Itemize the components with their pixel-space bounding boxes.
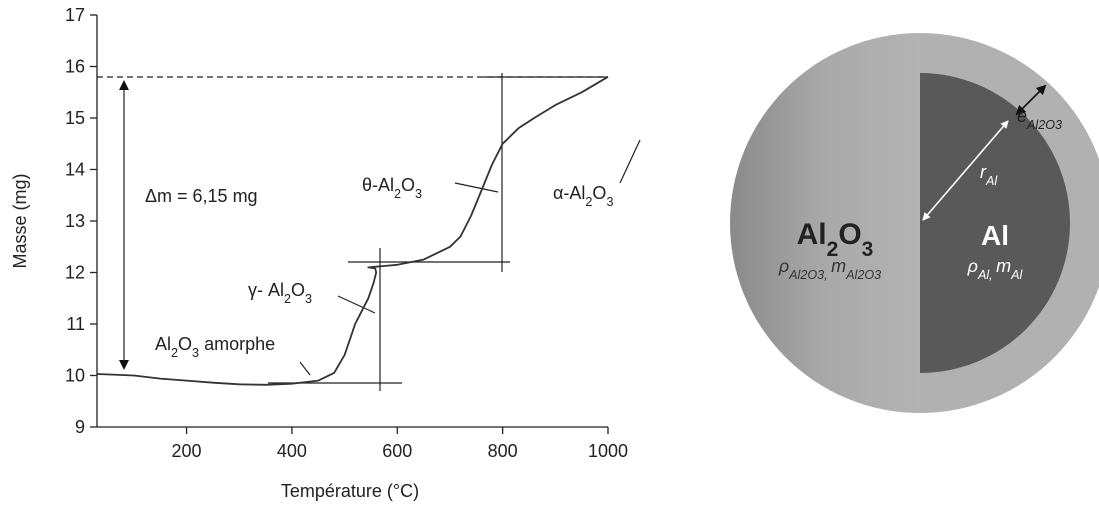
radius-arrow — [922, 120, 1009, 221]
text-part: Al — [797, 218, 827, 251]
y-tick-label: 11 — [66, 314, 85, 334]
thickness-arrow — [1015, 84, 1047, 116]
text-part: O — [401, 175, 415, 195]
text-part: O — [592, 183, 606, 203]
subscript: 2 — [585, 195, 592, 209]
text-part: O — [178, 334, 192, 354]
y-tick-label: 17 — [65, 5, 85, 25]
subscript: 3 — [606, 195, 613, 209]
subscript: 3 — [862, 238, 874, 261]
delta-m-label: Δm = 6,15 mg — [145, 186, 258, 206]
x-axis-title: Température (°C) — [281, 481, 419, 501]
shell-properties: ρAl2O3, mAl2O3 — [778, 256, 881, 282]
y-tick-label: 13 — [65, 211, 85, 231]
text-part: ρ — [778, 256, 789, 276]
subscript: Al, — [977, 268, 996, 282]
subscript: Al2O3 — [845, 268, 881, 282]
x-tick-label: 800 — [488, 441, 518, 461]
leader-line — [454, 182, 499, 193]
y-tick-label: 15 — [65, 108, 85, 128]
subscript: 2 — [284, 292, 291, 306]
tga-plot: Température (°C) Masse (mg) Δm = 6,15 mg… — [10, 5, 641, 501]
text-part: α-Al — [553, 183, 585, 203]
y-tick-label: 12 — [65, 263, 85, 283]
text-part: O — [291, 280, 305, 300]
text-part: θ-Al — [362, 175, 394, 195]
text-part: ρ — [967, 256, 978, 276]
subscript: 2 — [171, 346, 178, 360]
subscript: 2 — [394, 187, 401, 201]
y-tick-label: 10 — [65, 366, 85, 386]
core-properties: ρAl, mAl — [967, 256, 1024, 282]
shell-left — [730, 33, 920, 413]
text-part: O — [838, 218, 861, 251]
mass-curve — [96, 76, 609, 386]
subscript: 3 — [305, 292, 312, 306]
radius-label: rAl — [980, 162, 998, 188]
y-tick-label: 14 — [65, 160, 85, 180]
subscript: Al — [1010, 268, 1023, 282]
subscript: 3 — [415, 187, 422, 201]
x-tick-label: 200 — [172, 441, 202, 461]
subscript: Al2O3 — [1026, 118, 1062, 132]
subscript: 3 — [192, 346, 199, 360]
y-axis-title: Masse (mg) — [10, 173, 30, 268]
text-part: r — [980, 162, 987, 182]
gamma-label: γ- Al2O3 — [248, 280, 312, 306]
text-part: Al — [155, 334, 171, 354]
leader-line — [619, 139, 641, 184]
x-tick-label: 1000 — [588, 441, 628, 461]
text-part: γ- Al — [248, 280, 284, 300]
leader-line — [337, 295, 376, 314]
text-part: m — [996, 256, 1011, 276]
amorphous-label: Al2O3 amorphe — [155, 334, 275, 360]
x-tick-label: 400 — [277, 441, 307, 461]
alpha-label: α-Al2O3 — [553, 183, 613, 209]
shell-label: Al2O3 — [797, 218, 874, 261]
subscript: 2 — [827, 238, 839, 261]
thickness-label: eAl2O3 — [1017, 106, 1062, 132]
subscript: Al — [985, 174, 998, 188]
subscript: Al2O3, — [788, 268, 831, 282]
text-part: amorphe — [199, 334, 275, 354]
theta-label: θ-Al2O3 — [362, 175, 422, 201]
text-part: m — [831, 256, 846, 276]
y-tick-label: 16 — [65, 57, 85, 77]
y-tick-label: 9 — [75, 417, 85, 437]
leader-line — [299, 361, 311, 376]
text-part: e — [1017, 106, 1027, 126]
x-tick-label: 600 — [382, 441, 412, 461]
core-label: Al — [981, 220, 1009, 251]
particle-diagram: Al2O3 ρAl2O3, mAl2O3 Al ρAl, mAl rAl eAl… — [730, 33, 1099, 413]
